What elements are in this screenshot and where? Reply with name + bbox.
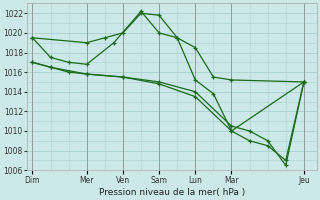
X-axis label: Pression niveau de la mer( hPa ): Pression niveau de la mer( hPa ) bbox=[99, 188, 245, 197]
